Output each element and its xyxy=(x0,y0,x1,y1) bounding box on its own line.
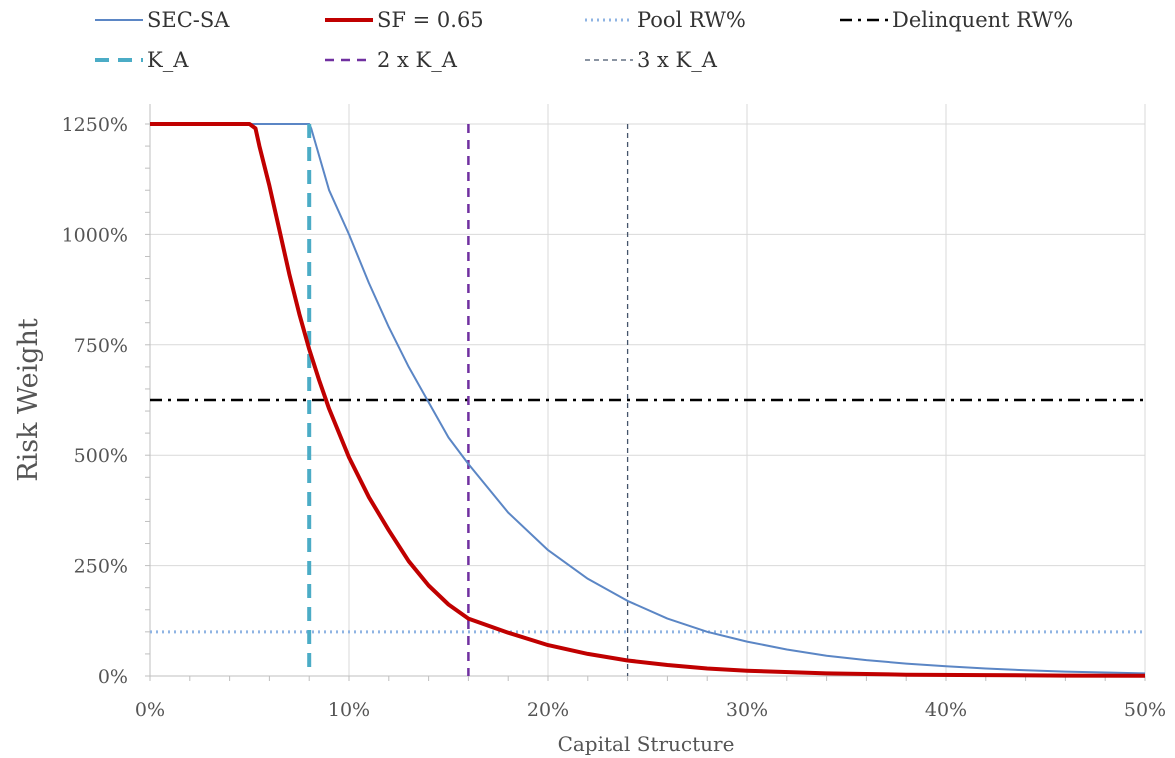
y-tick-label: 500% xyxy=(74,445,128,467)
series-sf-0-65-line xyxy=(150,122,1146,678)
legend-label-delinquent-rw: Delinquent RW% xyxy=(892,8,1073,32)
y-tick-label: 1250% xyxy=(62,114,128,136)
x-tick-label: 10% xyxy=(328,699,370,721)
x-tick-label: 50% xyxy=(1124,699,1166,721)
series-sec-sa-line xyxy=(150,123,1146,675)
y-tick-label: 0% xyxy=(98,666,128,688)
chart-series-layer xyxy=(150,122,1146,678)
y-tick-label: 1000% xyxy=(62,224,128,246)
chart-grid xyxy=(150,104,1146,677)
legend-label-k-a: K_A xyxy=(147,48,189,72)
chart-tick-labels: 0% 250% 500% 750% 1000% 1250% 0% 10% 20% 30% 40% 50… xyxy=(62,114,1167,721)
x-tick-label: 40% xyxy=(925,699,967,721)
y-tick-label: 750% xyxy=(74,335,128,357)
y-tick-label: 250% xyxy=(74,556,128,578)
x-tick-label: 20% xyxy=(527,699,569,721)
legend-label-sec-sa: SEC-SA xyxy=(147,8,230,32)
legend-label-sf-0-65: SF = 0.65 xyxy=(377,8,484,32)
legend-label-pool-rw: Pool RW% xyxy=(637,8,746,32)
legend-label-2-x-k-a: 2 x K_A xyxy=(377,48,458,72)
legend-label-3-x-k-a: 3 x K_A xyxy=(637,48,718,72)
x-axis-title: Capital Structure xyxy=(558,732,735,756)
chart-legend: SEC-SA SF = 0.65 Pool RW% Delinquent RW% K_A… xyxy=(95,8,1073,72)
x-tick-label: 0% xyxy=(135,699,165,721)
x-tick-label: 30% xyxy=(726,699,768,721)
y-axis-title: Risk Weight xyxy=(13,318,44,482)
chart-axes xyxy=(145,104,1146,681)
